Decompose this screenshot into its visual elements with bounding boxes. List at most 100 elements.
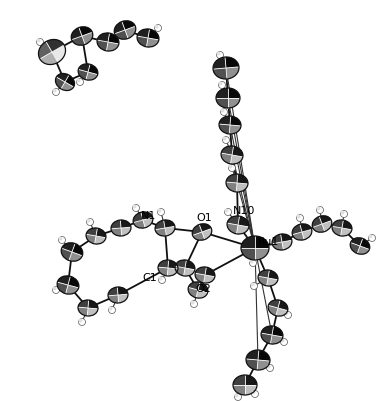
Polygon shape: [65, 75, 74, 87]
Polygon shape: [319, 216, 331, 224]
Polygon shape: [245, 385, 257, 395]
Polygon shape: [219, 116, 231, 125]
Polygon shape: [133, 220, 145, 228]
Polygon shape: [188, 282, 200, 290]
Polygon shape: [199, 224, 211, 232]
Polygon shape: [268, 306, 278, 316]
Polygon shape: [198, 282, 208, 293]
Polygon shape: [246, 359, 258, 370]
Ellipse shape: [58, 237, 65, 243]
Polygon shape: [114, 22, 125, 34]
Polygon shape: [270, 335, 283, 344]
Polygon shape: [341, 228, 352, 236]
Polygon shape: [257, 360, 270, 370]
Ellipse shape: [234, 393, 241, 401]
Polygon shape: [175, 266, 185, 276]
Polygon shape: [350, 238, 363, 246]
Ellipse shape: [267, 365, 270, 369]
Polygon shape: [268, 270, 278, 280]
Ellipse shape: [76, 79, 80, 83]
Ellipse shape: [296, 215, 301, 219]
Ellipse shape: [158, 209, 162, 213]
Polygon shape: [236, 183, 248, 192]
Polygon shape: [238, 216, 249, 227]
Ellipse shape: [53, 286, 60, 294]
Polygon shape: [232, 146, 243, 157]
Polygon shape: [97, 33, 109, 42]
Polygon shape: [312, 217, 322, 227]
Polygon shape: [107, 42, 119, 51]
Polygon shape: [226, 182, 237, 192]
Polygon shape: [203, 275, 215, 283]
Polygon shape: [216, 88, 228, 98]
Text: N1: N1: [141, 211, 157, 221]
Polygon shape: [155, 228, 166, 236]
Polygon shape: [108, 295, 119, 303]
Polygon shape: [52, 45, 65, 63]
Polygon shape: [111, 228, 122, 236]
Polygon shape: [122, 21, 135, 30]
Polygon shape: [300, 224, 312, 232]
Polygon shape: [342, 220, 352, 230]
Polygon shape: [292, 224, 302, 235]
Polygon shape: [72, 243, 83, 256]
Ellipse shape: [220, 109, 227, 115]
Polygon shape: [213, 57, 226, 69]
Polygon shape: [233, 385, 245, 395]
Polygon shape: [278, 300, 288, 311]
Polygon shape: [261, 333, 272, 344]
Polygon shape: [72, 36, 85, 45]
Polygon shape: [61, 248, 72, 261]
Polygon shape: [71, 28, 82, 40]
Polygon shape: [258, 350, 270, 361]
Polygon shape: [69, 252, 82, 261]
Polygon shape: [196, 290, 208, 298]
Text: C1: C1: [143, 273, 157, 283]
Ellipse shape: [252, 391, 256, 395]
Ellipse shape: [132, 205, 140, 211]
Ellipse shape: [76, 79, 83, 85]
Polygon shape: [108, 33, 119, 44]
Polygon shape: [120, 220, 131, 228]
Polygon shape: [226, 174, 238, 183]
Polygon shape: [230, 155, 243, 164]
Polygon shape: [141, 212, 152, 220]
Ellipse shape: [78, 318, 85, 326]
Polygon shape: [219, 124, 230, 134]
Polygon shape: [155, 220, 165, 230]
Polygon shape: [66, 285, 79, 294]
Polygon shape: [137, 36, 148, 47]
Polygon shape: [82, 32, 93, 45]
Ellipse shape: [87, 219, 94, 225]
Polygon shape: [183, 268, 195, 276]
Polygon shape: [255, 248, 269, 260]
Polygon shape: [282, 240, 292, 250]
Polygon shape: [86, 234, 96, 244]
Ellipse shape: [220, 109, 225, 113]
Polygon shape: [158, 267, 168, 276]
Ellipse shape: [216, 51, 220, 55]
Polygon shape: [188, 288, 198, 298]
Polygon shape: [38, 42, 52, 59]
Polygon shape: [78, 64, 90, 72]
Polygon shape: [133, 212, 143, 223]
Ellipse shape: [53, 286, 56, 290]
Ellipse shape: [154, 24, 158, 28]
Ellipse shape: [158, 277, 163, 281]
Polygon shape: [195, 267, 207, 275]
Polygon shape: [302, 229, 312, 240]
Polygon shape: [117, 287, 128, 295]
Polygon shape: [255, 236, 269, 248]
Ellipse shape: [229, 164, 232, 168]
Ellipse shape: [216, 51, 223, 59]
Ellipse shape: [225, 209, 229, 213]
Ellipse shape: [249, 259, 256, 267]
Polygon shape: [267, 278, 278, 286]
Polygon shape: [148, 29, 159, 40]
Polygon shape: [68, 276, 79, 288]
Ellipse shape: [225, 209, 232, 215]
Polygon shape: [143, 217, 153, 228]
Ellipse shape: [53, 89, 56, 93]
Polygon shape: [272, 234, 282, 244]
Polygon shape: [86, 72, 98, 80]
